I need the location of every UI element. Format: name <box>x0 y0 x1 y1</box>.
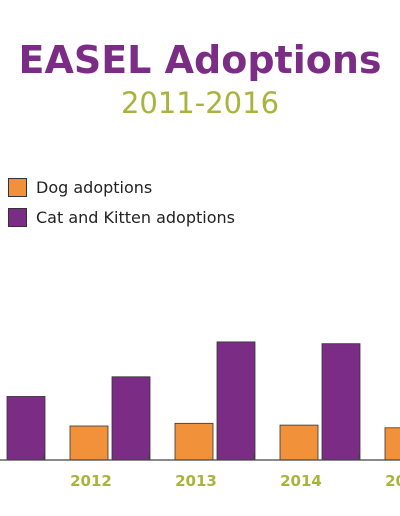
bar-dog-2015 <box>384 427 400 461</box>
bar-dog-2012 <box>69 425 109 461</box>
legend-label-dog: Dog adoptions <box>36 177 153 197</box>
bar-dog-2014 <box>279 424 319 461</box>
x-tick-label-2013: 2013 <box>175 472 217 490</box>
legend-swatch-dog <box>8 177 27 197</box>
bar-cat-2013 <box>216 341 256 461</box>
legend-item-dog: Dog adoptions <box>8 176 152 198</box>
bar-cat-2012 <box>111 376 151 461</box>
x-tick-label-2015: 2015 <box>385 472 400 490</box>
legend-item-cat: Cat and Kitten adoptions <box>8 206 235 228</box>
bars-layer <box>6 341 400 461</box>
bar-cat-2014 <box>321 343 361 461</box>
x-tick-label-2014: 2014 <box>280 472 322 490</box>
bar-cat-2011 <box>6 396 46 461</box>
x-tick-label-2012: 2012 <box>70 472 112 490</box>
legend-label-cat: Cat and Kitten adoptions <box>36 207 235 227</box>
chart-title: EASEL Adoptions <box>18 38 382 82</box>
ticks-layer <box>43 454 360 460</box>
bar-dog-2013 <box>174 422 214 461</box>
chart-subtitle: 2011-2016 <box>120 86 280 120</box>
tick-labels-layer: 2012 2013 2014 2015 <box>70 472 400 490</box>
legend-swatch-cat <box>8 207 27 227</box>
